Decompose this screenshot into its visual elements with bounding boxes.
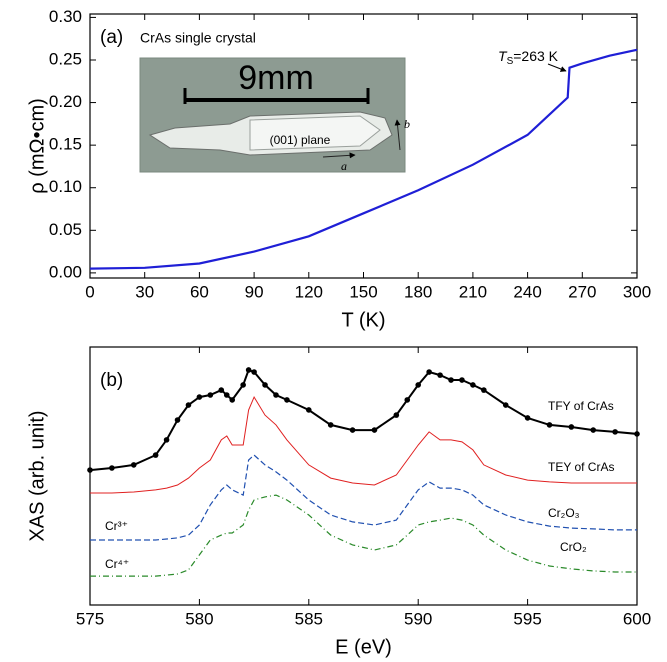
panel-label: (a) — [100, 27, 123, 48]
x-tick-label: 120 — [295, 282, 323, 301]
x-tick-label: 60 — [190, 282, 209, 301]
series-line — [89, 368, 638, 472]
inset-axis: b — [404, 117, 410, 131]
inset-photo — [139, 57, 406, 173]
x-tick-label: 210 — [459, 282, 487, 301]
data-point — [327, 422, 334, 428]
data-point — [470, 382, 476, 388]
y-tick-label: 0.30 — [49, 7, 82, 26]
data-point — [371, 427, 378, 433]
data-point — [240, 382, 246, 388]
x-tick-label: 575 — [76, 609, 104, 628]
series-label: CrO₂ — [560, 540, 587, 554]
data-point — [437, 372, 443, 378]
series-line — [89, 48, 638, 270]
data-point — [223, 392, 230, 398]
series-line — [90, 454, 637, 541]
x-axis-label: E (eV) — [335, 636, 392, 658]
data-point — [185, 402, 192, 408]
data-point — [524, 415, 531, 421]
x-tick-label: 590 — [404, 609, 432, 628]
series-label: Cr₂O₃ — [548, 506, 580, 520]
data-point — [568, 424, 575, 430]
data-point — [273, 392, 279, 398]
data-point — [163, 437, 170, 443]
data-point — [218, 387, 225, 393]
data-point — [306, 407, 312, 413]
series-label: TFY of CrAs — [548, 399, 614, 413]
data-point — [612, 429, 618, 435]
x-axis-label: T (K) — [341, 309, 385, 331]
data-point — [152, 452, 159, 458]
data-point — [251, 369, 257, 375]
x-tick-label: 600 — [623, 609, 651, 628]
data-point — [459, 377, 465, 383]
subtitle: CrAs single crystal — [140, 30, 256, 46]
y-tick-label: 0.05 — [49, 220, 82, 239]
data-point — [196, 394, 203, 400]
data-point — [404, 397, 411, 403]
y-tick-label: 0.00 — [49, 262, 82, 281]
data-point — [109, 465, 115, 471]
transition-subscript: S — [507, 56, 514, 67]
y-axis-label: XAS (arb. unit) — [26, 410, 48, 541]
y-tick-label: 0.10 — [49, 177, 82, 196]
y-tick-label: 0.25 — [49, 49, 82, 68]
x-tick-label: 580 — [185, 609, 213, 628]
x-tick-label: 595 — [513, 609, 541, 628]
transition-label: TS=263 K — [498, 48, 559, 67]
x-tick-label: 30 — [135, 282, 154, 301]
x-tick-label: 585 — [295, 609, 323, 628]
series-line — [90, 494, 637, 577]
inset-scale: 9mm — [238, 59, 314, 97]
data-point — [634, 431, 640, 437]
plot-frame — [89, 346, 638, 606]
data-point — [284, 397, 290, 403]
data-point — [174, 417, 181, 423]
panel-label: (b) — [100, 370, 123, 391]
data-point — [481, 387, 487, 393]
y-axis-label: ρ (mΩ•cm) — [26, 98, 48, 194]
inset-axis: a — [341, 159, 347, 173]
data-point — [207, 392, 214, 398]
data-point — [262, 382, 268, 388]
data-point — [590, 427, 597, 433]
x-tick-label: 270 — [568, 282, 596, 301]
data-point — [87, 467, 93, 473]
data-point — [415, 382, 422, 388]
series-label: TEY of CrAs — [548, 460, 614, 474]
data-point — [229, 397, 236, 403]
inset-plane: (001) plane — [270, 133, 331, 147]
data-point — [546, 422, 553, 428]
transition-text: =263 K — [513, 48, 558, 64]
x-tick-label: 300 — [623, 282, 651, 301]
y-tick-label: 0.15 — [49, 135, 82, 154]
x-tick-label: 240 — [513, 282, 541, 301]
data-point — [448, 377, 454, 383]
y-tick-label: 0.20 — [49, 92, 82, 111]
series-line — [90, 396, 637, 494]
data-point — [349, 427, 356, 433]
x-tick-label: 150 — [349, 282, 377, 301]
data-point — [393, 412, 400, 418]
data-point — [245, 367, 252, 373]
data-point — [502, 402, 509, 408]
x-tick-label: 90 — [245, 282, 264, 301]
data-point — [130, 462, 137, 468]
annotation-arrow — [547, 63, 567, 72]
x-tick-label: 0 — [85, 282, 94, 301]
ion-label: Cr³⁺ — [105, 519, 128, 533]
x-tick-label: 180 — [404, 282, 432, 301]
transition-symbol: T — [498, 48, 508, 64]
data-point — [426, 369, 432, 375]
ion-label: Cr⁴⁺ — [105, 557, 129, 571]
